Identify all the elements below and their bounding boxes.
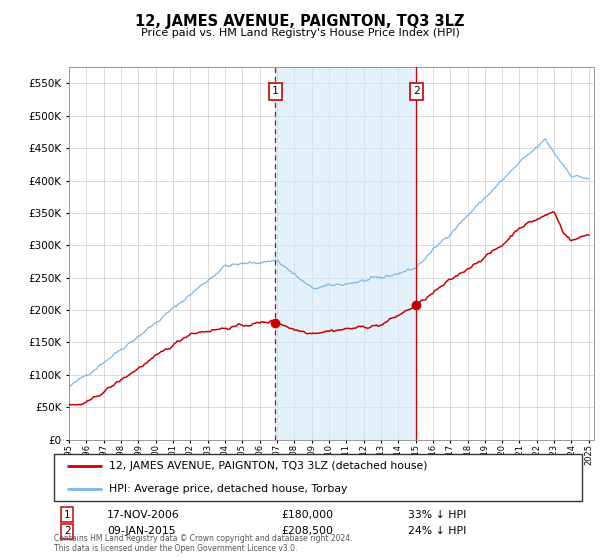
Text: 24% ↓ HPI: 24% ↓ HPI [408,526,466,536]
Text: £208,500: £208,500 [281,526,333,536]
Text: £180,000: £180,000 [281,510,333,520]
Text: 09-JAN-2015: 09-JAN-2015 [107,526,175,536]
Text: 1: 1 [64,510,71,520]
Text: 12, JAMES AVENUE, PAIGNTON, TQ3 3LZ: 12, JAMES AVENUE, PAIGNTON, TQ3 3LZ [135,14,465,29]
Text: 1: 1 [272,86,278,96]
Text: 2: 2 [413,86,420,96]
Text: 12, JAMES AVENUE, PAIGNTON, TQ3 3LZ (detached house): 12, JAMES AVENUE, PAIGNTON, TQ3 3LZ (det… [109,461,428,472]
FancyBboxPatch shape [54,454,582,501]
Text: 17-NOV-2006: 17-NOV-2006 [107,510,179,520]
Text: 33% ↓ HPI: 33% ↓ HPI [408,510,466,520]
Text: HPI: Average price, detached house, Torbay: HPI: Average price, detached house, Torb… [109,484,348,494]
Text: Contains HM Land Registry data © Crown copyright and database right 2024.
This d: Contains HM Land Registry data © Crown c… [54,534,353,553]
Bar [275,67,416,440]
Text: 2: 2 [64,526,71,536]
Text: Price paid vs. HM Land Registry's House Price Index (HPI): Price paid vs. HM Land Registry's House … [140,28,460,38]
